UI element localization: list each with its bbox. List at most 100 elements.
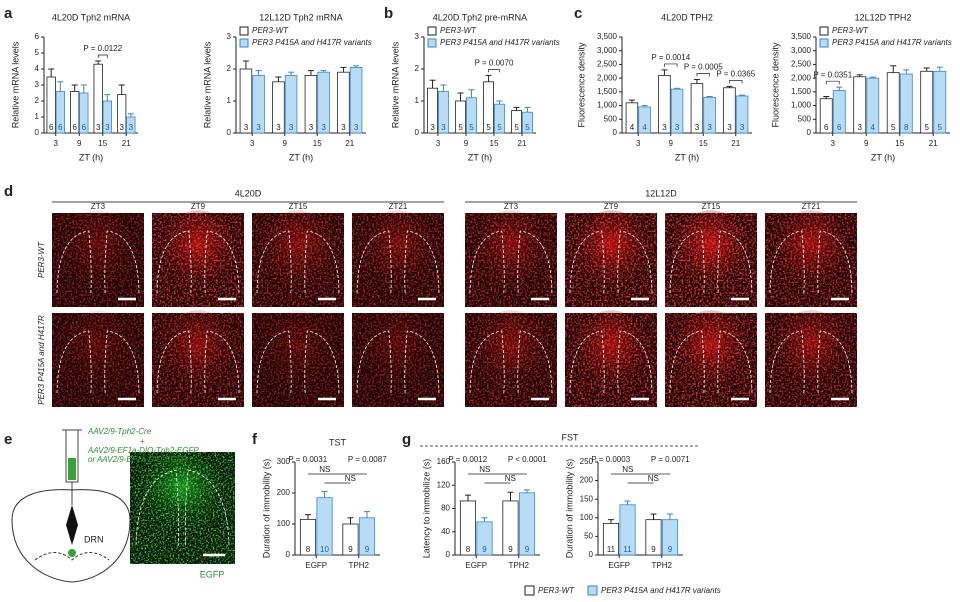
n-label: 6 xyxy=(82,123,87,132)
legend-swatch xyxy=(239,38,249,48)
panel-label: f xyxy=(252,431,258,448)
region-outline xyxy=(769,330,853,396)
n-label: 6 xyxy=(49,123,54,132)
annotation: P = 0.0071 xyxy=(651,455,690,464)
y-tick-label: 6 xyxy=(35,32,40,41)
y-tick-label: 2,000 xyxy=(791,73,812,82)
x-tick-label: 3 xyxy=(636,139,641,148)
n-label: 6 xyxy=(824,123,829,132)
chart-title: 12L12D Tph2 mRNA xyxy=(259,12,342,22)
micrograph-speckle xyxy=(352,213,444,307)
n-label: 9 xyxy=(365,545,370,554)
x-tick-label: 3 xyxy=(54,139,59,148)
n-label: 3 xyxy=(276,123,281,132)
y-tick-label: 2 xyxy=(415,64,420,73)
annotation: NS xyxy=(479,465,490,474)
y-tick-label: 0 xyxy=(613,128,618,137)
column-label: ZT21 xyxy=(802,202,821,211)
region-outline xyxy=(356,330,440,396)
annotation: P = 0.0003 xyxy=(591,455,630,464)
annotation: NS xyxy=(622,465,633,474)
x-tick-label: 15 xyxy=(895,139,904,148)
n-label: 6 xyxy=(837,123,842,132)
n-label: 9 xyxy=(348,545,353,554)
fst-title: FST xyxy=(562,432,580,442)
micrograph-speckle xyxy=(152,313,244,407)
x-axis-label: ZT (h) xyxy=(468,152,492,162)
y-tick-label: 1,500 xyxy=(791,87,812,96)
y-axis-label: Relative mRNA levels xyxy=(390,41,400,128)
x-axis-label: ZT (h) xyxy=(79,152,103,162)
construct: or AAV2/9-EF1a-DIO-EGFP xyxy=(88,455,188,464)
n-label: 5 xyxy=(497,123,502,132)
annotation: NS xyxy=(505,474,516,483)
y-tick-label: 1,000 xyxy=(597,101,618,110)
legend-swatch xyxy=(587,585,598,596)
x-tick-label: 21 xyxy=(518,139,527,148)
n-label: 9 xyxy=(482,545,487,554)
y-tick-label: 2,000 xyxy=(597,73,618,82)
column-label: ZT9 xyxy=(604,202,619,211)
y-tick-label: 50 xyxy=(584,532,593,541)
column-label: ZT15 xyxy=(289,202,308,211)
legend-label: PER3-WT xyxy=(538,586,575,595)
legend-swatch xyxy=(239,26,249,36)
panel-label: g xyxy=(402,431,411,448)
region-outline xyxy=(56,230,140,296)
y-tick-label: 120 xyxy=(437,480,451,489)
n-label: 3 xyxy=(96,123,101,132)
micrograph-speckle xyxy=(52,313,144,407)
region-outline xyxy=(669,230,753,296)
schematic xyxy=(11,429,235,583)
n-label: 10 xyxy=(320,545,329,554)
region-outline xyxy=(769,230,853,296)
n-label: 3 xyxy=(105,123,110,132)
x-tick-label: EGFP xyxy=(305,561,327,570)
region-outline xyxy=(469,330,553,396)
y-tick-label: 80 xyxy=(441,504,450,513)
region-outline xyxy=(256,230,340,296)
n-label: 8 xyxy=(904,123,909,132)
n-label: 3 xyxy=(244,123,249,132)
micrograph-speckle xyxy=(465,313,557,407)
brain-outline xyxy=(11,489,131,583)
micrograph-speckle xyxy=(152,213,244,307)
legend-label: PER3-WT xyxy=(832,26,869,35)
significance-bracket xyxy=(729,80,743,84)
micrograph-speckle xyxy=(765,213,857,307)
n-label: 5 xyxy=(891,123,896,132)
n-label: 3 xyxy=(430,123,435,132)
legend-label: PER3-WT xyxy=(252,26,289,35)
x-tick-label: 9 xyxy=(283,139,288,148)
y-tick-label: 0 xyxy=(446,550,451,559)
y-axis-label: Duration of immobility (s) xyxy=(564,459,574,559)
y-tick-label: 3 xyxy=(35,80,40,89)
n-label: 3 xyxy=(858,123,863,132)
x-tick-label: 9 xyxy=(669,139,674,148)
n-label: 3 xyxy=(321,123,326,132)
micrograph-speckle xyxy=(565,213,657,307)
y-axis-label: Relative mRNA levels xyxy=(10,41,20,128)
construct: AAV2/9-Tph2-Cre xyxy=(87,427,152,436)
region-outline xyxy=(156,330,240,396)
n-label: 9 xyxy=(668,545,673,554)
n-label: 4 xyxy=(642,123,647,132)
y-tick-label: 200 xyxy=(580,476,594,485)
n-label: 3 xyxy=(341,123,346,132)
n-label: 9 xyxy=(651,545,656,554)
y-tick-label: 3,500 xyxy=(791,32,812,41)
aqueduct xyxy=(66,505,78,545)
construct: AAV2/9-EF1a-DIO-Tph2-EGFP xyxy=(87,446,199,455)
region-outline xyxy=(669,330,753,396)
panel-label: b xyxy=(384,5,393,22)
x-tick-label: 21 xyxy=(345,139,354,148)
annotation: NS xyxy=(345,474,356,483)
n-label: 3 xyxy=(740,123,745,132)
significance-bracket xyxy=(825,80,840,85)
y-tick-label: 1,500 xyxy=(597,87,618,96)
annotation: NS xyxy=(648,474,659,483)
significance-bracket xyxy=(488,69,500,73)
n-label: 9 xyxy=(508,545,513,554)
micrograph-speckle xyxy=(252,213,344,307)
x-tick-label: 15 xyxy=(699,139,708,148)
